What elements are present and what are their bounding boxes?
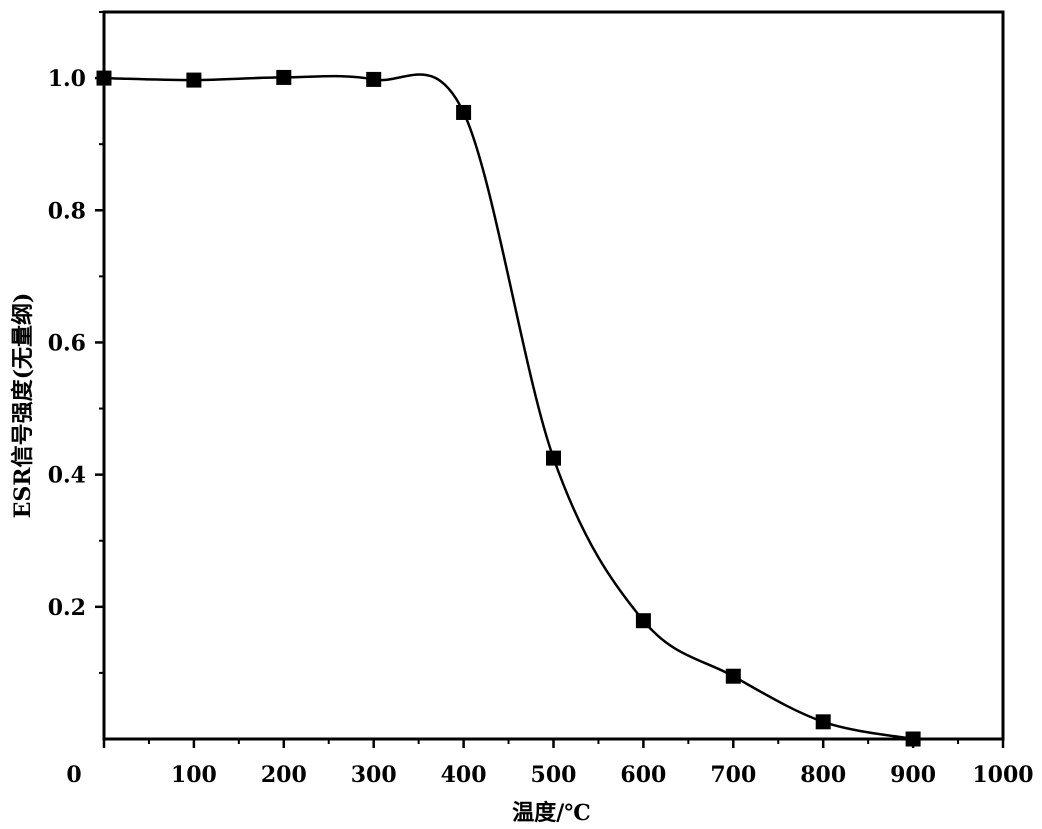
x-tick-label: 200 <box>261 762 307 788</box>
data-point <box>725 668 741 684</box>
x-tick-label: 800 <box>800 762 846 788</box>
y-tick-label: 0.8 <box>48 198 86 224</box>
data-point <box>815 714 831 730</box>
plot-frame <box>102 10 1005 741</box>
data-point <box>635 613 651 629</box>
data-point <box>366 71 382 87</box>
x-tick-label: 900 <box>890 762 936 788</box>
x-tick-label: 100 <box>171 762 217 788</box>
y-tick-label: 1.0 <box>48 66 86 92</box>
x-axis-title: 温度/℃ <box>512 800 590 826</box>
x-tick-label: 700 <box>710 762 756 788</box>
x-tick-label: 1000 <box>972 762 1033 788</box>
x-tick-label: 400 <box>441 762 487 788</box>
x-tick-label: 0 <box>66 762 81 788</box>
y-tick-label: 0.6 <box>48 330 86 356</box>
x-tick-label: 300 <box>351 762 397 788</box>
tick-labels: 0 100 200 300 400 500 600 700 800 900 1000 0.2 0.4 0.… <box>48 66 1034 788</box>
axis-ticks <box>95 11 1005 748</box>
y-tick-label: 0.4 <box>48 463 86 489</box>
data-point <box>186 72 202 88</box>
data-point <box>276 69 292 85</box>
data-point <box>456 104 472 120</box>
x-tick-label: 500 <box>531 762 577 788</box>
series-line <box>103 73 914 741</box>
data-point <box>546 450 561 466</box>
y-tick-label: 0.2 <box>48 595 86 621</box>
x-tick-label: 600 <box>620 762 666 788</box>
data-markers <box>96 69 921 747</box>
y-axis-title: ESR信号强度(无量纲) <box>10 293 36 519</box>
